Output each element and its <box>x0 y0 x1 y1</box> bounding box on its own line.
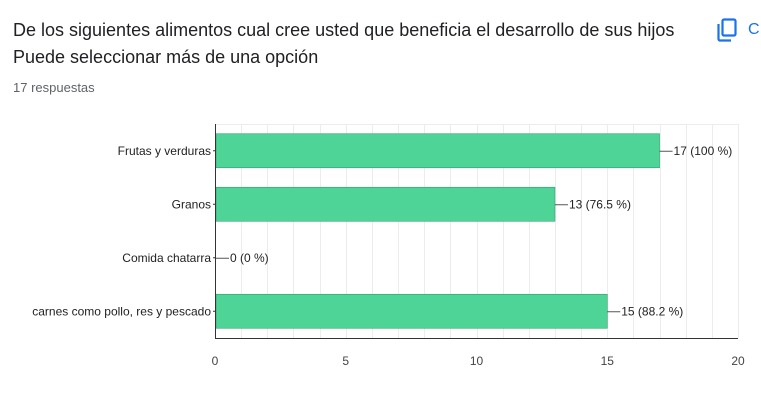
data-label: 0 (0 %) <box>230 251 269 265</box>
chart-axis: 0 5 10 15 20 <box>212 124 745 368</box>
x-tick-label: 10 <box>470 354 484 368</box>
bar <box>215 186 556 222</box>
chart-bars <box>215 133 660 329</box>
data-label: 17 (100 %) <box>674 144 733 158</box>
data-label: 15 (88.2 %) <box>621 304 683 318</box>
copy-chart-button[interactable]: C <box>716 16 761 44</box>
copy-icon <box>717 18 737 42</box>
bar <box>215 133 660 169</box>
x-tick-label: 15 <box>601 354 615 368</box>
category-label: Granos <box>172 197 211 211</box>
x-tick-label: 5 <box>342 354 349 368</box>
category-label: Comida chatarra <box>122 251 211 265</box>
response-count: 17 respuestas <box>13 80 95 95</box>
data-label: 13 (76.5 %) <box>569 197 631 211</box>
x-tick-label: 0 <box>212 354 219 368</box>
category-label: carnes como pollo, res y pescado <box>32 304 211 318</box>
copy-button-label: C <box>748 21 760 38</box>
question-title-line-1: De los siguientes alimentos cual cree us… <box>13 20 675 40</box>
question-title-line-2: Puede seleccionar más de una opción <box>13 47 319 67</box>
chart-labels: Frutas y verduras 17 (100 %) Granos 13 (76.… <box>32 144 732 319</box>
bar <box>215 293 608 329</box>
category-label: Frutas y verduras <box>118 144 211 158</box>
x-tick-label: 20 <box>731 354 745 368</box>
question-title: De los siguientes alimentos cual cree us… <box>13 17 703 71</box>
